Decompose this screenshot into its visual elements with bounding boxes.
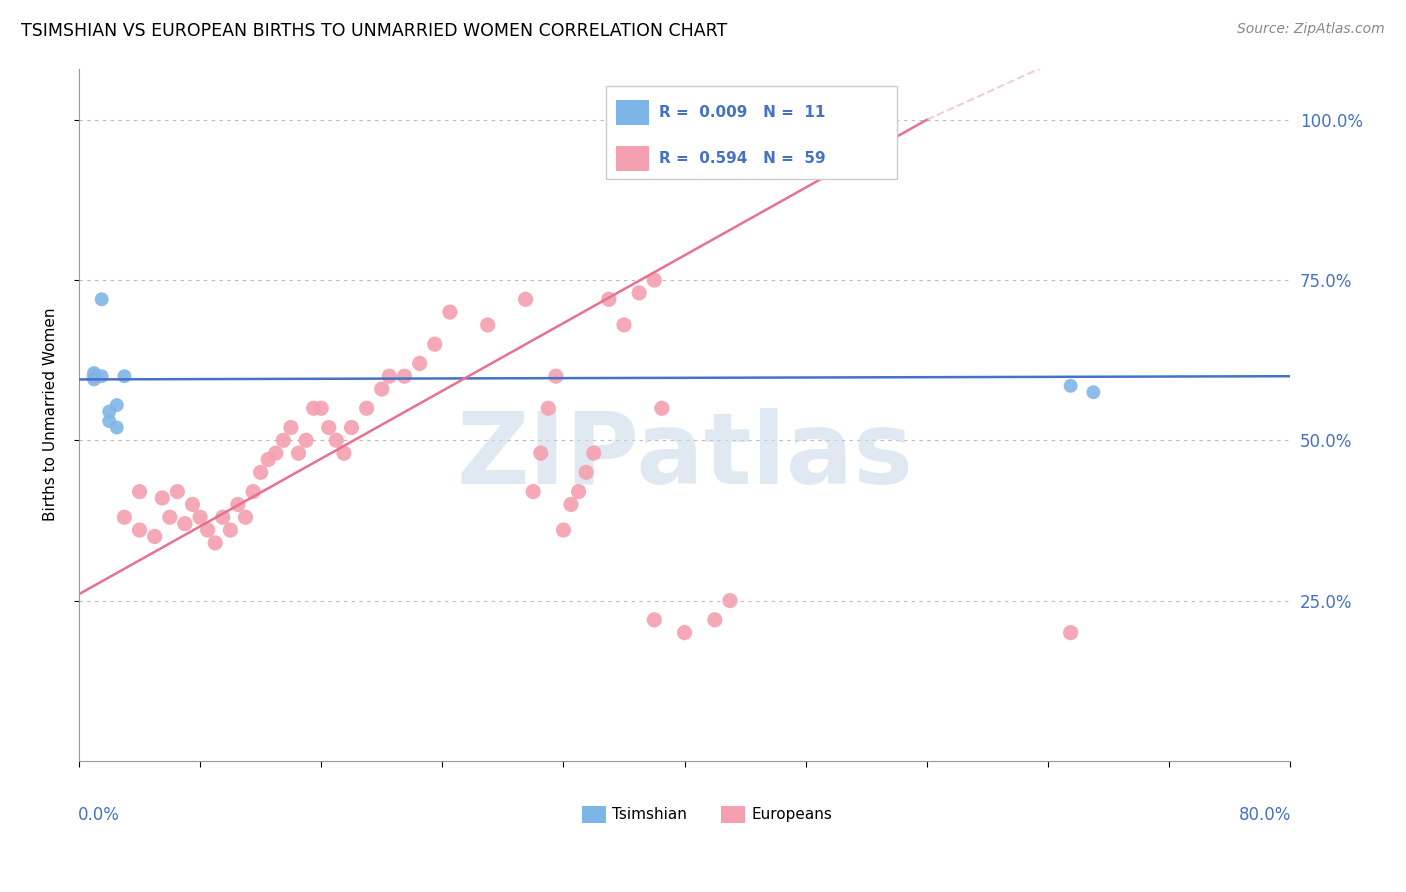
Point [643,273,665,287]
Text: R =  0.594   N =  59: R = 0.594 N = 59 [659,151,825,166]
Point [522,484,544,499]
Point [112,510,135,524]
Point [90,369,112,384]
Point [628,285,651,300]
Bar [616,100,650,125]
Point [371,382,394,396]
Y-axis label: Births to Unmarried Women: Births to Unmarried Women [44,308,58,522]
Point [181,497,204,511]
Point [560,497,582,511]
Point [143,529,166,543]
Point [219,523,242,537]
Point [582,446,605,460]
Text: 0.0%: 0.0% [77,805,120,824]
Text: ZIPatlas: ZIPatlas [456,408,912,505]
Point [515,293,537,307]
Point [703,613,725,627]
Point [309,401,332,416]
Text: R =  0.009   N =  11: R = 0.009 N = 11 [659,104,825,120]
Point [98,404,121,418]
Point [356,401,378,416]
Point [537,401,560,416]
Point [128,523,150,537]
Point [544,369,567,384]
Point [174,516,197,531]
Point [112,369,135,384]
Point [242,484,264,499]
Point [211,510,233,524]
Point [204,536,226,550]
Point [302,401,325,416]
Point [128,484,150,499]
Point [408,356,430,370]
Point [295,434,318,448]
Point [83,369,105,384]
Point [1083,385,1105,400]
Point [530,446,553,460]
Point [477,318,499,332]
Text: Tsimshian: Tsimshian [612,806,686,822]
Text: 80.0%: 80.0% [1239,805,1291,824]
Point [613,318,636,332]
Point [643,613,665,627]
Point [378,369,401,384]
Point [197,523,219,537]
Point [166,484,188,499]
Point [150,491,173,505]
Point [325,434,347,448]
Text: TSIMSHIAN VS EUROPEAN BIRTHS TO UNMARRIED WOMEN CORRELATION CHART: TSIMSHIAN VS EUROPEAN BIRTHS TO UNMARRIE… [21,22,727,40]
Text: Source: ZipAtlas.com: Source: ZipAtlas.com [1237,22,1385,37]
Point [1059,625,1081,640]
Point [273,434,295,448]
Point [105,420,128,434]
Point [718,593,741,607]
Bar [616,146,650,171]
Point [235,510,257,524]
Bar [582,805,606,823]
Bar [721,805,745,823]
Point [439,305,461,319]
Point [280,420,302,434]
Point [83,372,105,386]
Point [264,446,287,460]
Point [568,484,591,499]
Point [188,510,211,524]
Point [257,452,280,467]
Point [226,497,249,511]
Point [105,398,128,412]
Point [673,625,696,640]
Point [98,414,121,428]
Point [333,446,356,460]
Point [83,366,105,380]
Point [1059,379,1081,393]
Point [423,337,446,351]
Point [598,293,620,307]
Point [651,401,673,416]
Point [249,466,271,480]
Point [575,466,598,480]
Point [159,510,181,524]
Point [287,446,309,460]
Point [90,293,112,307]
Text: Europeans: Europeans [751,806,832,822]
FancyBboxPatch shape [606,86,897,179]
Point [318,420,340,434]
Point [340,420,363,434]
Point [394,369,416,384]
Point [553,523,575,537]
